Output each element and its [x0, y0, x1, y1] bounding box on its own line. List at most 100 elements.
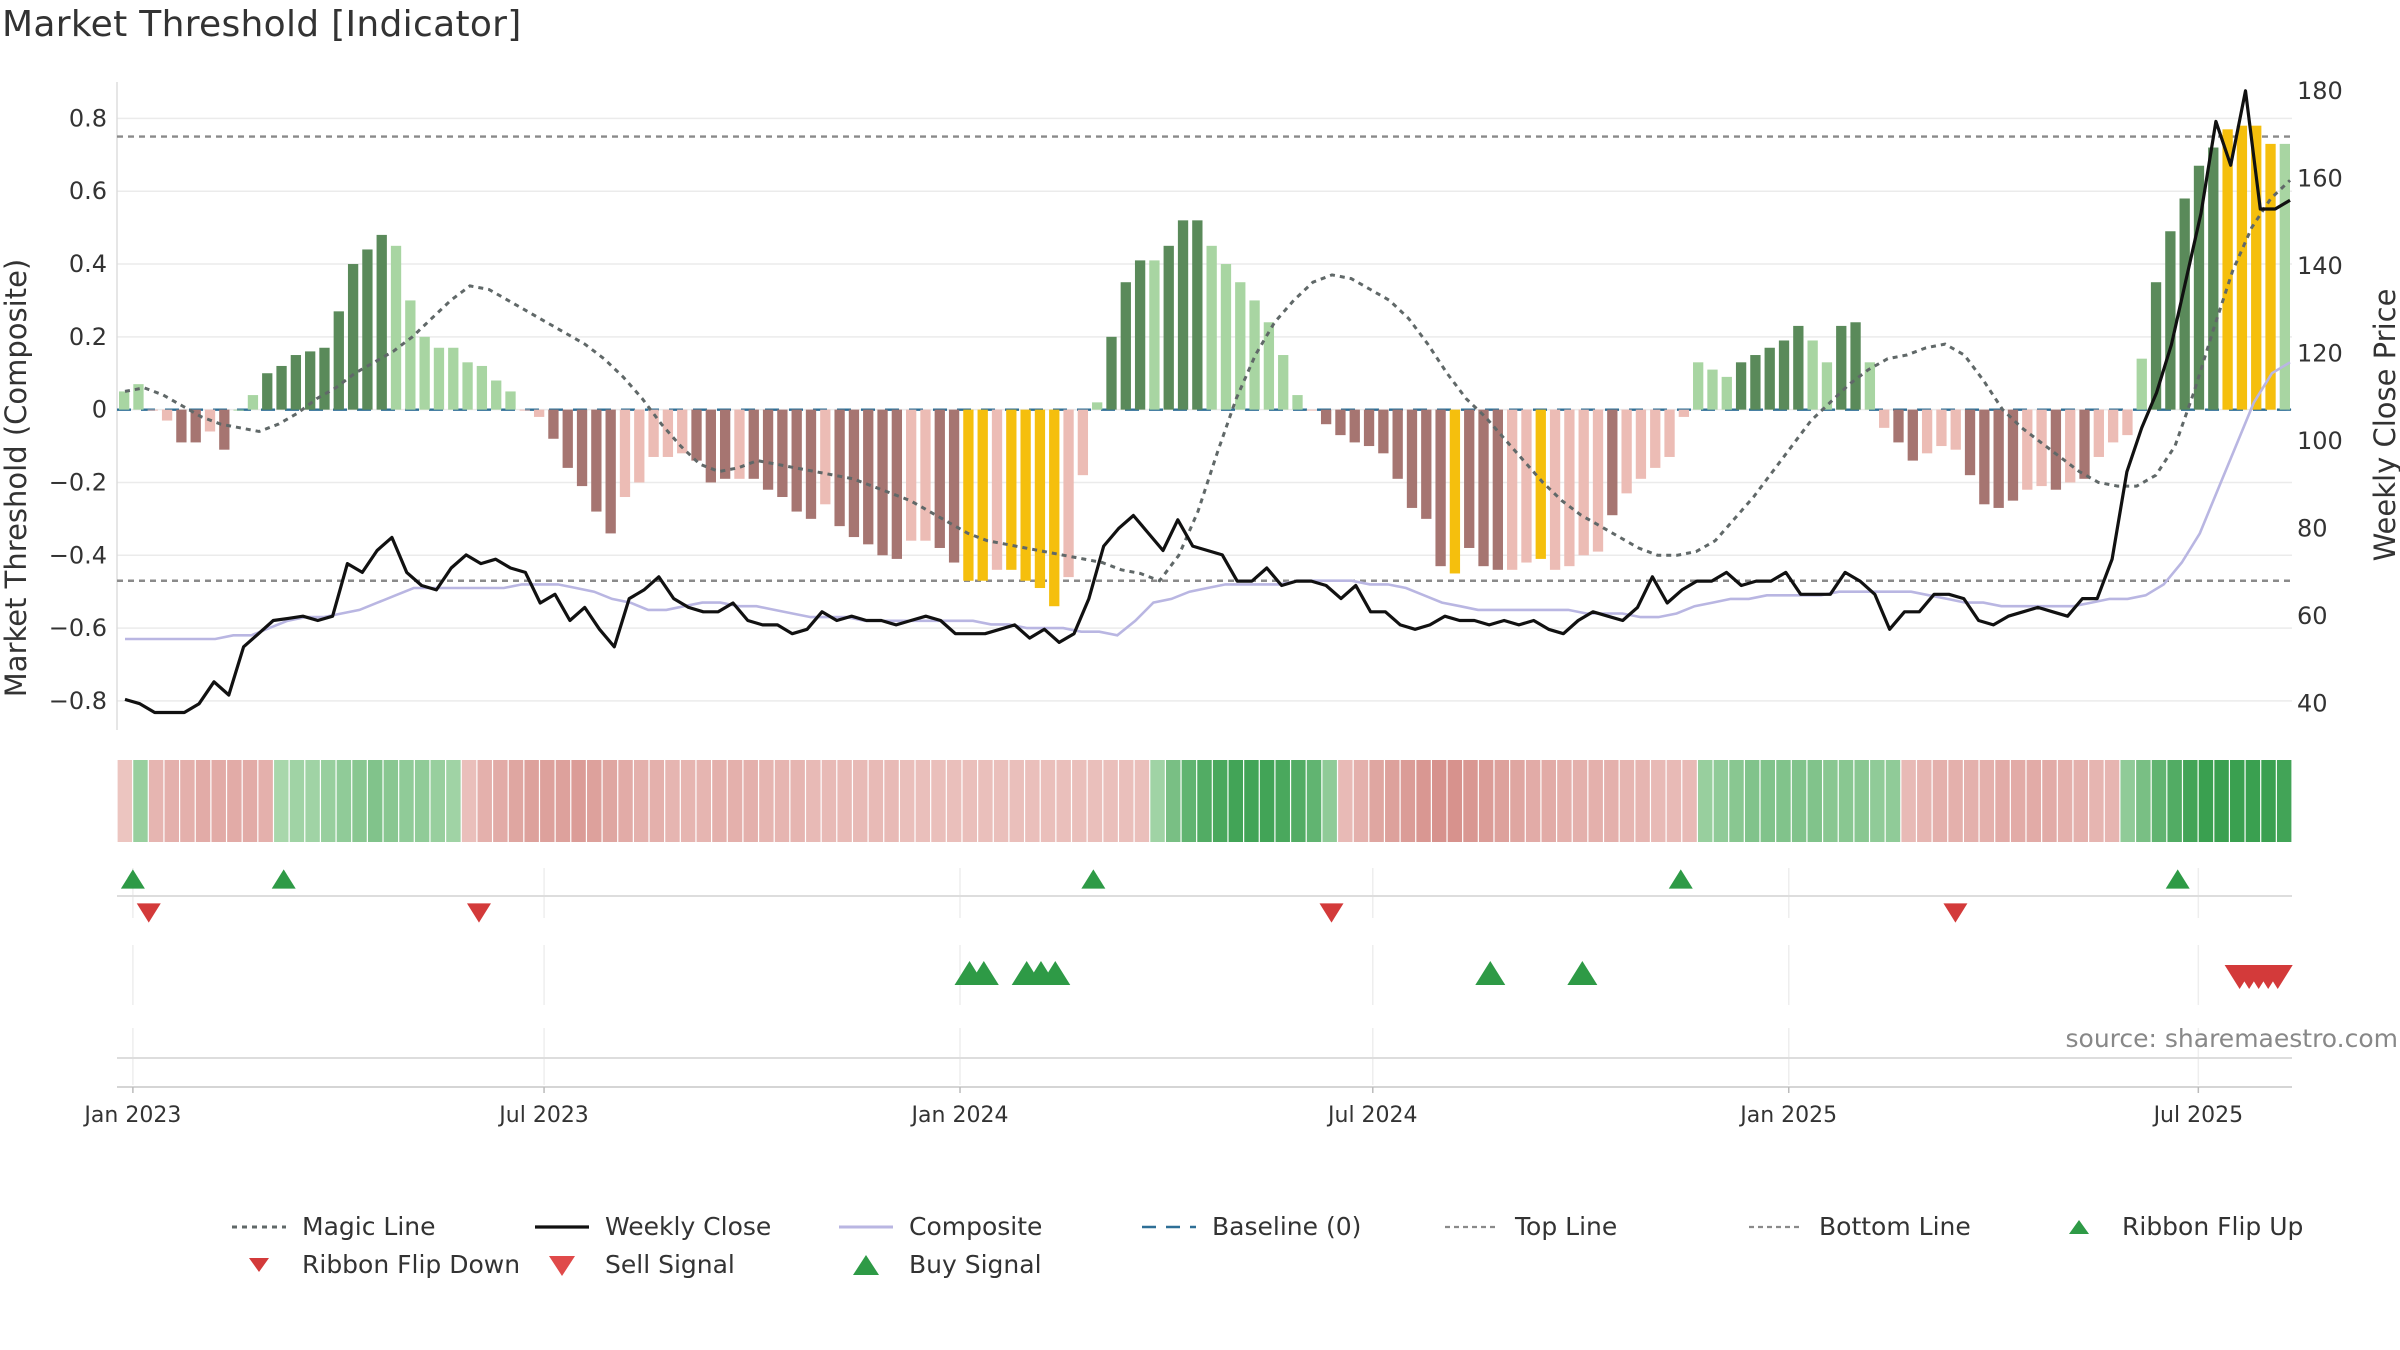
composite-bar: [376, 234, 387, 410]
ribbon-cell: [587, 760, 602, 842]
legend-label: Magic Line: [302, 1212, 436, 1241]
ribbon-cell: [1447, 760, 1463, 842]
ribbon-cell: [1791, 760, 1807, 842]
ribbon-cell: [1056, 760, 1071, 842]
composite-bar: [2065, 409, 2076, 483]
sell-legend-swatch: [549, 1255, 575, 1276]
composite-bar: [634, 409, 645, 483]
ribbon-cell: [1338, 760, 1353, 842]
ribbon-cell: [806, 760, 821, 842]
ribbon-cell: [1729, 760, 1744, 842]
magic-line: [124, 179, 2292, 583]
legend-item-magic: Magic Line: [230, 1212, 436, 1241]
composite-bar: [2208, 147, 2219, 410]
x-tick-label: Jul 2025: [2152, 1103, 2244, 1128]
legend-label: Weekly Close: [605, 1212, 772, 1241]
ribbon-cell: [712, 760, 727, 842]
composite-bar: [2265, 143, 2276, 410]
composite-bar: [1206, 245, 1217, 410]
grid: [116, 82, 2292, 730]
ribbon-cell: [1541, 760, 1556, 842]
ribbon-cell: [1651, 760, 1666, 842]
weekly-close-line: [124, 89, 2291, 715]
ribbon-cell: [1463, 760, 1478, 842]
ribbon-cell: [2167, 760, 2182, 842]
composite-bar: [1006, 409, 1017, 570]
ribbon-cell: [665, 760, 680, 842]
composite-bar: [2193, 165, 2205, 410]
ribbon-cell: [461, 760, 477, 842]
composite-bar: [1034, 409, 1046, 589]
ribbon-flip-up-marker: [1668, 869, 1693, 889]
ribbon-cell: [524, 760, 539, 842]
ribbon-cell: [1948, 760, 1963, 842]
ribbon-flip-down-marker: [136, 903, 161, 923]
composite-bar: [448, 347, 459, 410]
y-axis-label: Market Threshold (Composite): [0, 259, 33, 697]
composite-bar: [1578, 409, 1589, 556]
composite-bar: [777, 409, 788, 498]
composite-bar: [390, 245, 402, 410]
x-tick-label: Jul 2023: [497, 1103, 589, 1128]
ribbon-cell: [2151, 760, 2167, 842]
composite-bar: [2179, 198, 2190, 410]
composite-bar: [1735, 362, 1747, 410]
composite-bar: [2036, 409, 2047, 487]
composite-bar: [920, 409, 931, 541]
composite-bar: [405, 300, 416, 410]
composite-line: [125, 361, 2291, 641]
legend-item-flipup: Ribbon Flip Up: [2050, 1212, 2303, 1241]
composite-bar: [1721, 376, 1732, 410]
composite-bar: [1821, 362, 1833, 410]
composite-bar: [1249, 300, 1260, 410]
composite-bar: [1464, 409, 1475, 548]
ribbon-cell: [1150, 760, 1165, 842]
ribbon-cell: [2010, 760, 2026, 842]
ribbon-cell: [1870, 760, 1885, 842]
composite-bar: [133, 384, 144, 410]
ribbon-cell: [1291, 760, 1306, 842]
ribbon-cell: [1838, 760, 1854, 842]
composite-bar: [476, 365, 488, 410]
ribbon-cell: [1416, 760, 1431, 842]
composite-bar: [906, 409, 917, 541]
composite-bar: [848, 409, 860, 538]
ribbon-cell: [993, 760, 1009, 842]
ribbon-cell: [117, 760, 133, 842]
ribbon-cell: [414, 760, 430, 842]
ribbon-cell: [352, 760, 367, 842]
composite-bar: [963, 409, 974, 581]
ribbon-flip-down-marker: [1943, 903, 1968, 923]
ribbon-cell: [227, 760, 242, 842]
ribbon-cell: [1510, 760, 1525, 842]
composite-bar: [762, 409, 774, 490]
ribbon-cell: [399, 760, 414, 842]
ribbon-cell: [931, 760, 946, 842]
ribbon-cell: [1901, 760, 1916, 842]
composite-bar: [991, 409, 1003, 570]
ribbon-cell: [540, 760, 555, 842]
ribbon-cell: [180, 760, 195, 842]
ribbon-cell: [837, 760, 852, 842]
ribbon-cell: [1181, 760, 1197, 842]
ribbon-cell: [1259, 760, 1275, 842]
ribbon-cell: [1040, 760, 1056, 842]
composite-bar: [2079, 409, 2090, 479]
ribbon-cell: [1525, 760, 1541, 842]
ribbon-cell: [1478, 760, 1494, 842]
ribbon-flip-up-marker: [120, 869, 145, 889]
y-tick-label: −0.6: [49, 614, 107, 642]
ribbon-cell: [1744, 760, 1760, 842]
ribbon-cell: [2214, 760, 2229, 842]
composite-bar: [1177, 220, 1189, 410]
flipdown-legend-swatch: [249, 1257, 269, 1272]
composite-bar: [147, 409, 158, 411]
legend-item-sell: Sell Signal: [533, 1250, 735, 1279]
composite-bar: [948, 409, 960, 563]
composite-bar: [562, 409, 573, 468]
composite-bar: [1778, 340, 1790, 410]
composite-bar: [1607, 409, 1618, 516]
ribbon-cell: [853, 760, 868, 842]
legend-item-buy: Buy Signal: [837, 1250, 1042, 1279]
